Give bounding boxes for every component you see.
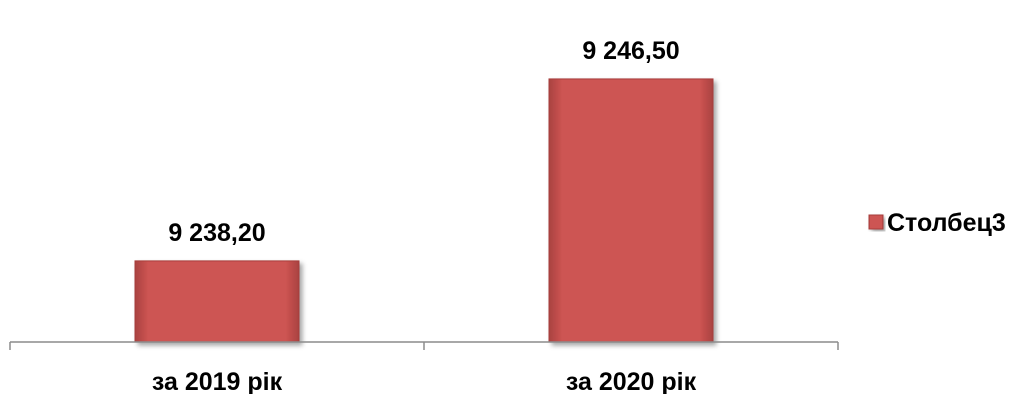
legend-swatch bbox=[868, 214, 884, 230]
x-tick-label-2: за 2020 рік bbox=[566, 368, 697, 394]
x-ticks bbox=[9, 342, 839, 350]
x-tick-label-1: за 2019 рік bbox=[152, 368, 283, 394]
bar-2 bbox=[548, 78, 714, 343]
data-label-2: 9 246,50 bbox=[582, 37, 679, 65]
legend-label-series: Столбец3 bbox=[887, 209, 1006, 237]
bars-layer bbox=[134, 78, 714, 343]
legend: Столбец3 bbox=[868, 209, 1006, 237]
bar-1 bbox=[134, 260, 300, 343]
data-label-1: 9 238,20 bbox=[168, 219, 265, 247]
labels-layer: 9 238,20 за 2019 рік 9 246,50 за 2020 рік bbox=[152, 37, 697, 394]
